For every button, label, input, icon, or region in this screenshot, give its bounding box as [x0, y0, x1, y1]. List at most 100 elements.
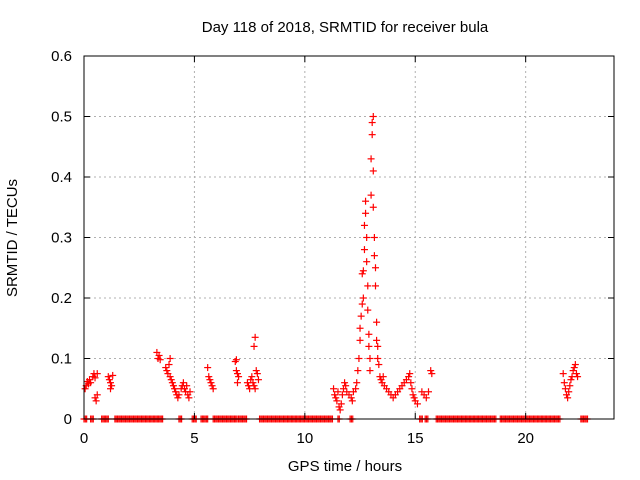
- data-point: [233, 370, 241, 378]
- data-point: [564, 394, 572, 402]
- data-point: [566, 382, 574, 390]
- y-tick-label: 0.6: [51, 48, 72, 65]
- data-point: [231, 358, 239, 366]
- data-point: [365, 342, 373, 350]
- data-point: [362, 209, 370, 217]
- data-point: [183, 382, 191, 390]
- data-point: [93, 370, 101, 378]
- data-point: [360, 221, 368, 229]
- data-point: [186, 388, 194, 396]
- grid-lines: [84, 56, 614, 419]
- data-point: [410, 394, 418, 402]
- x-tick-label: 10: [296, 430, 313, 447]
- data-point: [561, 385, 569, 393]
- data-point: [347, 394, 355, 402]
- data-point: [572, 370, 580, 378]
- data-point: [354, 367, 362, 375]
- data-point: [367, 191, 375, 199]
- data-point: [232, 356, 240, 364]
- data-point: [336, 406, 344, 414]
- data-point: [407, 379, 415, 387]
- data-point: [104, 373, 112, 381]
- data-point: [358, 270, 366, 278]
- data-point: [569, 367, 577, 375]
- data-point: [249, 379, 257, 387]
- data-point: [374, 342, 382, 350]
- data-point: [379, 373, 387, 381]
- data-point: [425, 388, 432, 396]
- data-point: [574, 373, 582, 381]
- data-point: [251, 333, 259, 341]
- data-point: [373, 318, 381, 326]
- data-point: [92, 397, 100, 405]
- data-point: [342, 382, 350, 390]
- data-point: [358, 300, 366, 308]
- data-point: [330, 385, 338, 393]
- data-point: [370, 252, 378, 260]
- data-point: [359, 267, 367, 275]
- chart-title: Day 118 of 2018, SRMTID for receiver bul…: [202, 19, 489, 36]
- y-tick-label: 0.1: [51, 351, 72, 368]
- data-point: [162, 364, 170, 372]
- data-point: [251, 385, 259, 393]
- y-axis-label: SRMTID / TECUs: [4, 179, 21, 297]
- data-point: [108, 382, 116, 390]
- data-point: [373, 336, 381, 344]
- data-point: [235, 373, 243, 381]
- data-point: [252, 367, 260, 375]
- data-point: [374, 355, 382, 362]
- data-point: [232, 367, 240, 375]
- data-point: [571, 361, 579, 369]
- data-point: [155, 351, 163, 359]
- data-point: [341, 379, 349, 387]
- data-point: [372, 264, 379, 272]
- data-point: [175, 391, 183, 399]
- data-point: [565, 388, 573, 396]
- data-point: [369, 203, 377, 211]
- data-point: [366, 367, 374, 375]
- data-point: [366, 355, 374, 362]
- data-point: [233, 379, 241, 387]
- data-point: [179, 379, 187, 387]
- data-point: [372, 282, 379, 290]
- data-point: [253, 370, 261, 378]
- data-point: [248, 373, 256, 381]
- data-point: [560, 379, 568, 387]
- data-point: [171, 385, 179, 393]
- data-point: [406, 370, 414, 378]
- data-point: [254, 376, 262, 384]
- y-tick-label: 0.2: [51, 290, 72, 307]
- data-point: [360, 246, 368, 254]
- data-point: [334, 388, 342, 396]
- data-point: [355, 355, 363, 362]
- data-point: [167, 376, 175, 384]
- data-point: [422, 394, 430, 402]
- data-point: [93, 391, 101, 399]
- data-point: [107, 385, 114, 393]
- data-point: [332, 394, 340, 402]
- y-tick-label: 0.4: [51, 169, 72, 186]
- data-point: [81, 385, 89, 393]
- data-point: [405, 373, 413, 381]
- data-point: [356, 336, 364, 344]
- x-tick-label: 20: [517, 430, 534, 447]
- data-point: [206, 376, 214, 384]
- data-point: [352, 385, 360, 393]
- data-point: [363, 234, 371, 241]
- data-point: [185, 394, 193, 402]
- data-point: [413, 400, 421, 408]
- data-point: [204, 364, 212, 372]
- x-axis-label: GPS time / hours: [288, 458, 402, 475]
- data-point: [427, 367, 435, 375]
- x-tick-label: 5: [190, 430, 198, 447]
- data-point: [409, 391, 417, 399]
- data-point: [172, 388, 180, 396]
- data-point: [370, 234, 378, 241]
- data-point: [364, 282, 372, 290]
- data-point: [428, 370, 436, 378]
- data-point: [250, 382, 258, 390]
- data-point: [107, 379, 114, 387]
- data-point: [165, 361, 173, 369]
- data-point: [368, 119, 376, 127]
